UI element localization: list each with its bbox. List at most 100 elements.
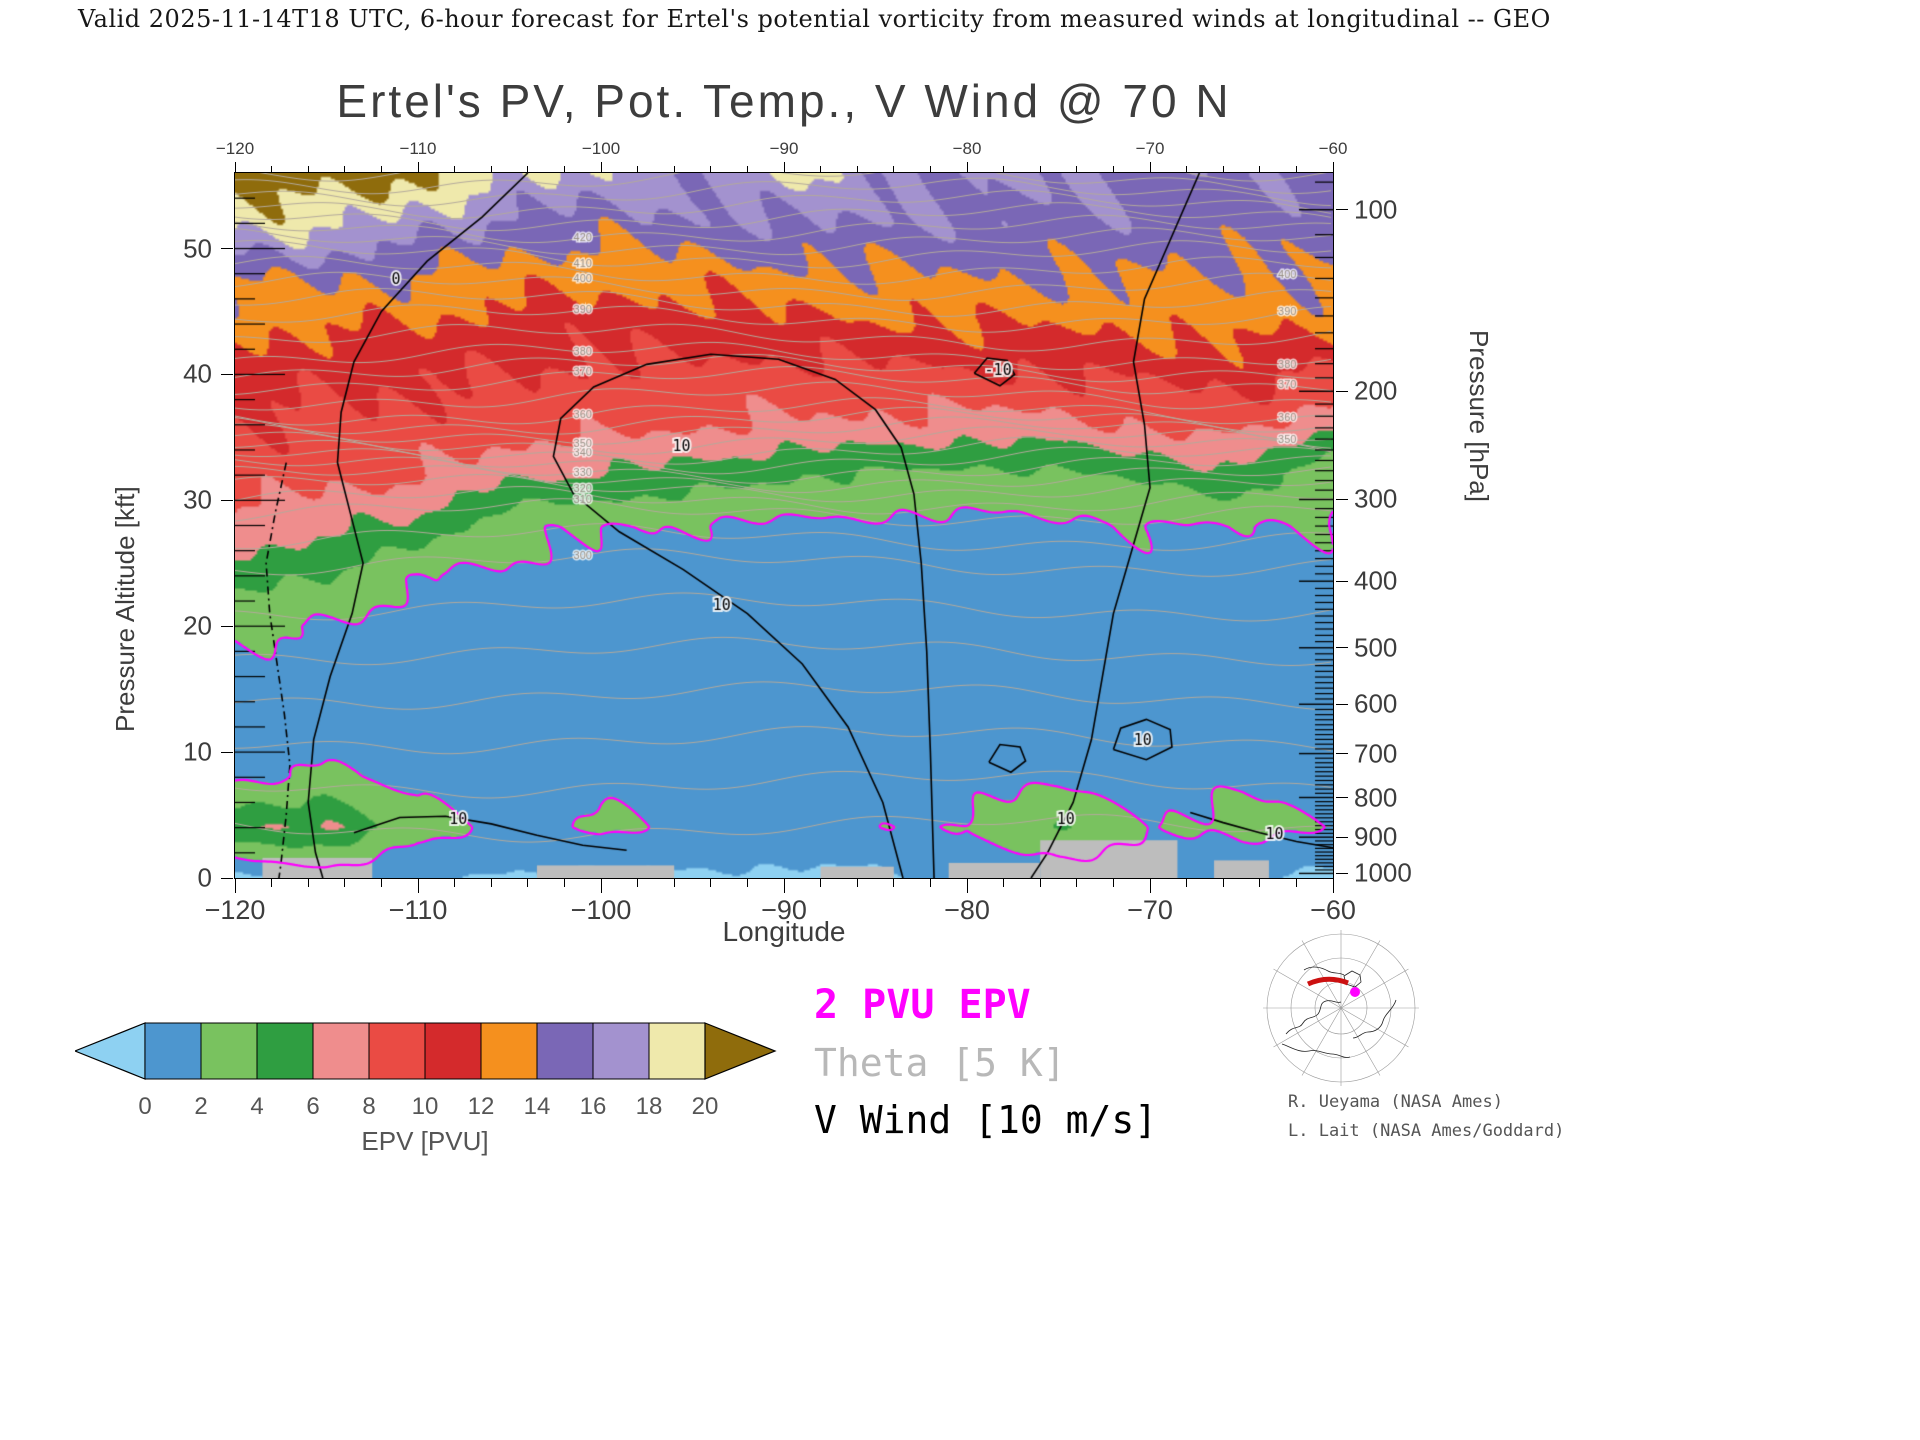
- y-right-label: 1000: [1354, 857, 1412, 888]
- x-axis-tick: [344, 879, 346, 887]
- left-axis-title: Pressure Altitude [kft]: [110, 486, 140, 732]
- location-marker: [1350, 987, 1360, 997]
- colorbar-tick-label: 12: [468, 1093, 495, 1120]
- y-right-tick: [1336, 647, 1348, 649]
- x-axis-label: −80: [944, 895, 990, 925]
- x-axis-tick: [234, 879, 236, 893]
- right-axis-title: Pressure [hPa]: [1464, 330, 1494, 502]
- colorbar-tick-label: 8: [362, 1093, 375, 1120]
- x-axis-label: −90: [761, 895, 807, 925]
- y-right-tick: [1336, 872, 1348, 874]
- chart-title: Ertel's PV, Pot. Temp., V Wind @ 70 N: [336, 75, 1232, 127]
- x-axis-top-label: −110: [399, 139, 437, 158]
- x-axis-top-tick: [1295, 166, 1297, 172]
- legend-v-wind: V Wind [10 m/s]: [814, 1098, 1158, 1142]
- colorbar-axis-label: EPV [PVU]: [361, 1126, 488, 1156]
- epv-colorbar: 0 2 4 6 8 10 12 14 16 18 20 EPV [PVU]: [75, 1022, 777, 1156]
- y-left-label: 40: [183, 358, 212, 389]
- x-axis-tick: [929, 879, 931, 887]
- x-axis-tick: [1112, 879, 1114, 887]
- y-right-tick: [1336, 390, 1348, 392]
- y-right-label: 100: [1354, 194, 1398, 225]
- x-axis-tick: [380, 879, 382, 887]
- y-left-tick: [221, 877, 233, 879]
- x-axis-top-tick: [893, 166, 895, 172]
- colorbar-segment: [368, 1022, 426, 1080]
- y-right-tick: [1336, 753, 1348, 755]
- colorbar-under-arrow: [75, 1022, 146, 1080]
- colorbar-segment: [536, 1022, 594, 1080]
- x-axis-tick: [1222, 879, 1224, 887]
- y-right-label: 400: [1354, 565, 1398, 596]
- x-axis-top-tick: [710, 166, 712, 172]
- valid-time-header: Valid 2025-11-14T18 UTC, 6-hour forecast…: [78, 5, 1551, 33]
- x-axis-top-tick: [1186, 166, 1188, 172]
- colorbar-tick-label: 2: [194, 1093, 207, 1120]
- credit-line-2: L. Lait (NASA Ames/Goddard): [1288, 1120, 1565, 1141]
- x-axis-top-tick: [1003, 166, 1005, 172]
- x-axis-top-tick: [1076, 166, 1078, 172]
- x-axis-tick: [1332, 879, 1334, 893]
- colorbar-tick-label: 6: [306, 1093, 319, 1120]
- x-axis-tick: [1039, 879, 1041, 887]
- epv-heatmap-canvas: [235, 173, 1333, 878]
- x-axis-top-tick: [271, 166, 273, 172]
- y-right-tick: [1336, 836, 1348, 838]
- x-axis-tick: [783, 879, 785, 893]
- x-axis-top-label: −120: [215, 139, 255, 158]
- x-axis-top-tick: [637, 166, 639, 172]
- colorbar-segment: [592, 1022, 650, 1080]
- x-axis-label: −120: [204, 895, 266, 925]
- y-right-tick: [1336, 580, 1348, 582]
- x-axis-top-tick: [929, 166, 931, 172]
- x-axis-tick: [563, 879, 565, 887]
- x-axis-tick: [1076, 879, 1078, 887]
- colorbar-segment: [648, 1022, 706, 1080]
- x-axis-tick: [856, 879, 858, 887]
- colorbar-over-arrow: [704, 1022, 777, 1080]
- x-axis-top-label: −90: [769, 139, 799, 158]
- y-left-label: 0: [197, 862, 212, 893]
- x-axis-top-tick: [527, 166, 529, 172]
- colorbar-segment: [480, 1022, 538, 1080]
- plot-area: [234, 172, 1334, 879]
- x-axis-top-label: −100: [581, 139, 621, 158]
- y-right-tick: [1336, 209, 1348, 211]
- y-left-tick: [221, 248, 233, 250]
- credits: R. Ueyama (NASA Ames) L. Lait (NASA Ames…: [1288, 1088, 1564, 1146]
- x-axis-tick: [673, 879, 675, 887]
- colorbar-tick-label: 10: [412, 1093, 439, 1120]
- x-axis-tick: [1186, 879, 1188, 887]
- colorbar-tick-label: 16: [580, 1093, 607, 1120]
- colorbar-segment: [256, 1022, 314, 1080]
- legend-2pvu-epv: 2 PVU EPV: [814, 982, 1031, 1028]
- legend-theta: Theta [5 K]: [814, 1041, 1066, 1085]
- x-axis-tick: [637, 879, 639, 887]
- x-axis-tick: [600, 879, 602, 893]
- x-axis-top-label: −60: [1318, 139, 1348, 158]
- x-axis-tick: [1259, 879, 1261, 887]
- x-axis-top-tick: [820, 166, 822, 172]
- x-axis-tick: [271, 879, 273, 887]
- x-axis-top-label: −80: [952, 139, 982, 158]
- x-axis-tick: [527, 879, 529, 887]
- y-left-label: 30: [183, 484, 212, 515]
- map-graticule: [1263, 930, 1419, 1086]
- x-axis-top-tick: [490, 166, 492, 172]
- colorbar-tick-label: 0: [138, 1093, 151, 1120]
- x-axis-tick: [454, 879, 456, 887]
- colorbar-tick-label: 4: [250, 1093, 263, 1120]
- x-axis-top-tick: [307, 166, 309, 172]
- x-axis-label: −70: [1127, 895, 1173, 925]
- y-left-tick: [221, 751, 233, 753]
- x-axis-tick: [490, 879, 492, 887]
- y-right-label: 300: [1354, 483, 1398, 514]
- x-axis-tick: [746, 879, 748, 887]
- y-right-label: 500: [1354, 632, 1398, 663]
- x-axis-top-label: −70: [1135, 139, 1165, 158]
- plot-legend: 2 PVU EPV Theta [5 K] V Wind [10 m/s]: [814, 982, 1157, 1155]
- x-axis-top-tick: [673, 166, 675, 172]
- x-axis-tick: [820, 879, 822, 887]
- y-left-label: 20: [183, 610, 212, 641]
